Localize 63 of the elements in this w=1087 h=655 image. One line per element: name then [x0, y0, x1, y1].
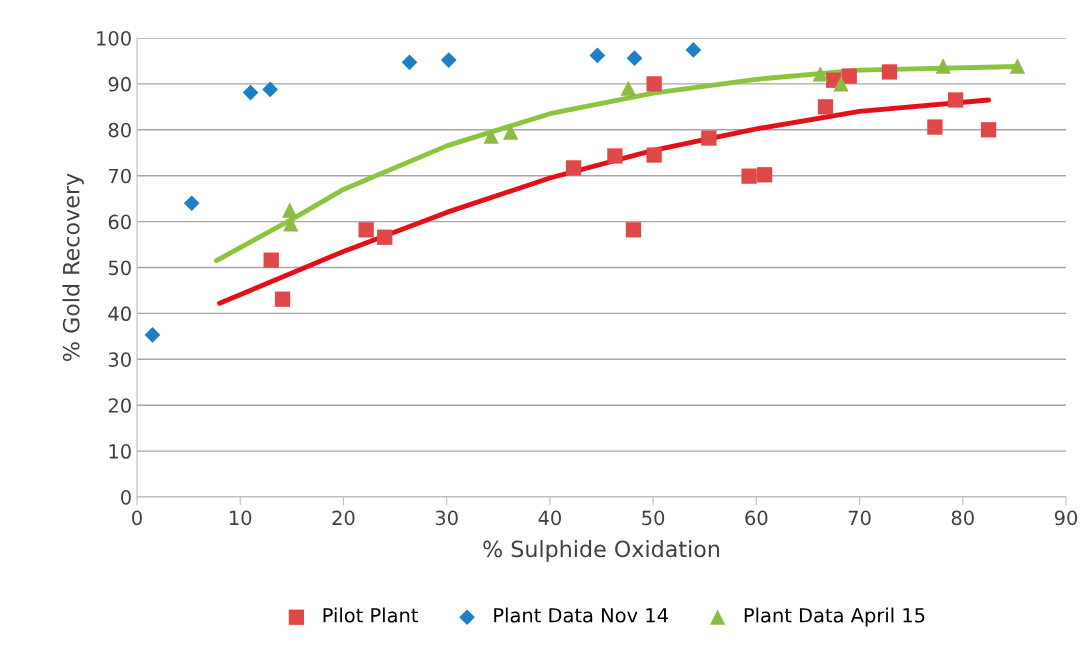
point: [701, 130, 717, 146]
legend-label: Plant Data April 15: [744, 607, 925, 627]
point: [646, 147, 662, 163]
legend-label: Pilot Plant: [323, 607, 419, 623]
point: [183, 195, 200, 212]
point: [1009, 58, 1026, 74]
legend-label: Plant Data Nov 14: [494, 607, 668, 623]
x-tick-label: 60: [745, 510, 768, 526]
y-tick-label: 30: [108, 352, 131, 367]
point: [685, 42, 702, 58]
point: [607, 148, 623, 164]
point: [242, 84, 259, 101]
point: [401, 54, 418, 71]
y-tick-label: 60: [108, 214, 131, 230]
point: [646, 76, 662, 92]
point: [282, 202, 298, 218]
point: [144, 327, 161, 343]
y-tick-label: 80: [108, 122, 131, 138]
y-tick-label: 100: [97, 30, 131, 46]
y-tick-label: 10: [109, 444, 131, 459]
y-tick-label: 40: [108, 306, 131, 322]
point: [565, 160, 582, 176]
point: [483, 128, 499, 144]
x-tick-label: 20: [332, 510, 355, 526]
point: [626, 50, 643, 67]
point: [283, 216, 299, 232]
point: [817, 99, 834, 115]
point: [980, 122, 997, 138]
x-tick-label: 30: [435, 510, 458, 526]
x-tick-label: 50: [642, 510, 665, 526]
point: [625, 222, 642, 238]
point: [263, 252, 279, 268]
point: [274, 291, 291, 307]
x-tick-label: 70: [848, 510, 871, 526]
point: [927, 119, 943, 135]
y-axis-title: % Gold Recovery: [62, 173, 84, 361]
point: [935, 58, 951, 74]
point: [833, 76, 849, 92]
x-tick-label: 90: [1054, 510, 1078, 526]
x-tick-label: 10: [229, 510, 252, 526]
point: [377, 229, 393, 245]
point: [358, 222, 374, 238]
point: [620, 80, 636, 96]
y-tick-label: 0: [121, 489, 131, 505]
point: [812, 66, 828, 82]
y-tick-label: 70: [108, 168, 131, 184]
point: [881, 64, 898, 80]
point: [841, 68, 857, 84]
y-tick-label: 90: [108, 76, 131, 92]
x-tick-label: 0: [132, 510, 142, 526]
y-tick-label: 50: [108, 260, 131, 276]
point: [589, 47, 606, 64]
point: [262, 81, 279, 98]
x-tick-label: 80: [951, 510, 974, 526]
point: [947, 92, 964, 108]
point: [741, 168, 757, 184]
x-axis-title: % Sulphide Oxidation: [483, 540, 720, 562]
point: [440, 52, 457, 68]
line-series: [217, 97, 992, 306]
point: [503, 124, 519, 140]
x-tick-label: 40: [538, 510, 561, 526]
point: [756, 167, 773, 183]
y-tick-label: 20: [108, 398, 131, 413]
